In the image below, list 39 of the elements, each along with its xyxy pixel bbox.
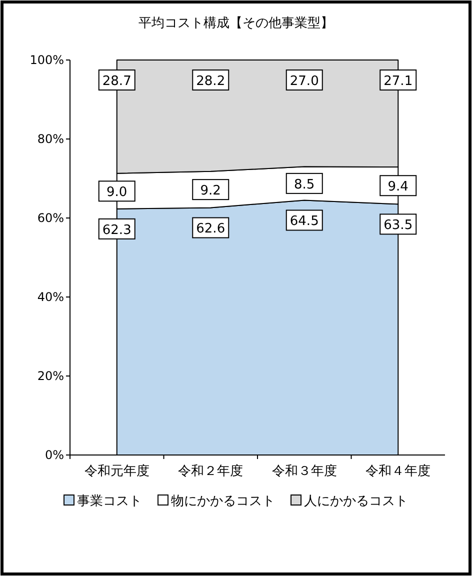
data-label: 27.1	[384, 74, 413, 89]
data-label: 62.3	[102, 222, 132, 238]
x-tick-label: 令和２年度	[178, 463, 244, 479]
label: 63.5	[380, 214, 417, 235]
y-tick-label: 0%	[44, 448, 64, 462]
legend-item: 物にかかるコスト	[158, 494, 275, 509]
label: 8.5	[286, 172, 323, 194]
label: 27.1	[380, 70, 417, 90]
label: 9.4	[380, 175, 417, 196]
data-label: 28.2	[196, 74, 226, 89]
legend-item: 事業コスト	[64, 494, 142, 509]
x-tick-label: 令和元年度	[84, 463, 150, 479]
y-tick-label: 80%	[37, 132, 64, 146]
label: 27.0	[286, 70, 323, 90]
data-label: 9.2	[200, 184, 221, 199]
y-tick-label: 40%	[37, 290, 64, 304]
y-tick-label: 60%	[37, 211, 64, 225]
y-tick-label: 100%	[30, 53, 64, 67]
label: 28.2	[192, 70, 230, 90]
label: 9.0	[98, 180, 136, 202]
data-label: 27.0	[290, 74, 319, 89]
label: 9.2	[192, 179, 230, 200]
data-label: 8.5	[294, 177, 315, 192]
data-label: 28.7	[102, 74, 132, 89]
x-tick-label: 令和３年度	[272, 463, 337, 479]
label: 64.5	[286, 210, 323, 231]
label: 62.3	[98, 218, 136, 240]
label: 28.7	[98, 70, 136, 90]
chart-title: 平均コスト構成【その他事業型】	[138, 16, 334, 31]
x-tick-label: 令和４年度	[366, 463, 431, 479]
data-label: 9.0	[106, 185, 128, 200]
legend-item: 人にかかるコスト	[290, 494, 408, 509]
y-tick-label: 20%	[37, 369, 64, 383]
data-label: 63.5	[384, 218, 413, 234]
data-label: 9.4	[388, 180, 408, 195]
label: 62.6	[192, 217, 230, 238]
data-label: 64.5	[290, 214, 319, 230]
data-label: 62.6	[196, 222, 226, 237]
legend-label: 事業コスト	[77, 494, 142, 509]
